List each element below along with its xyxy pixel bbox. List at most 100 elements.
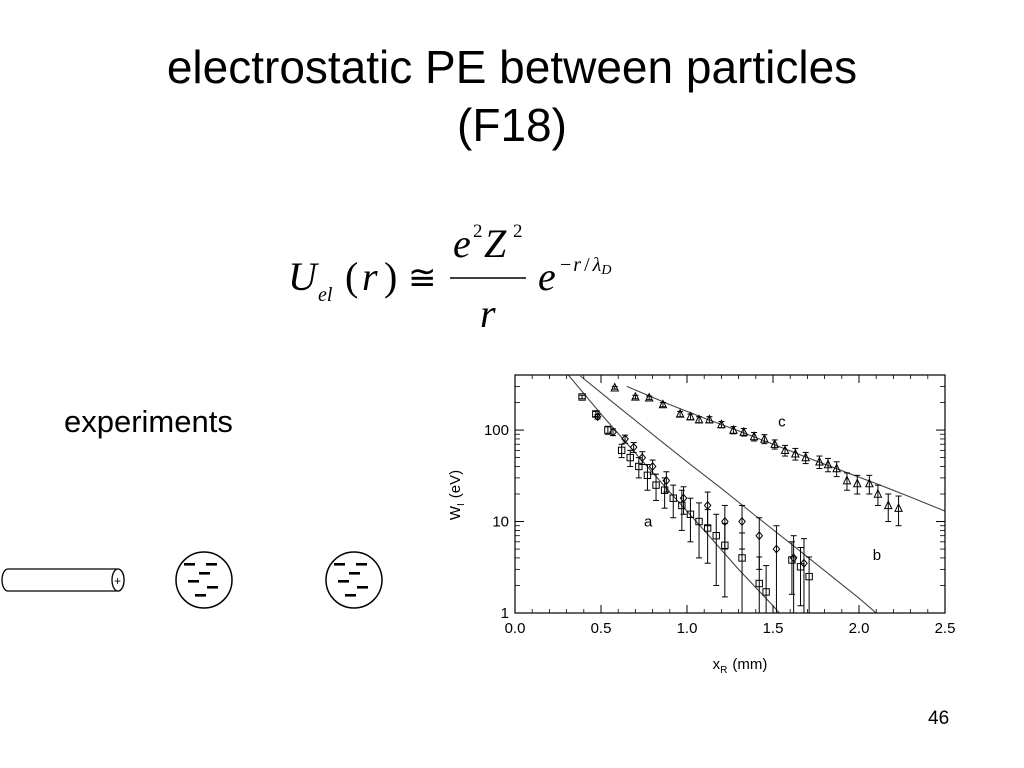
rod-plus-sign: + xyxy=(114,574,121,588)
series-c-point xyxy=(644,392,654,402)
series-c-point xyxy=(790,448,800,458)
series-b-point xyxy=(720,516,729,527)
formula-U: U xyxy=(288,254,320,299)
formula-denominator-r: r xyxy=(480,291,496,336)
series-c-point xyxy=(704,414,714,424)
formula-exp-lambda: λ xyxy=(592,254,602,276)
series-a-point xyxy=(686,510,695,518)
series-c-point xyxy=(801,452,811,462)
series-c-point xyxy=(610,382,620,392)
y-axis-title-main: W xyxy=(447,505,464,520)
experiments-label: experiments xyxy=(64,404,233,439)
series-a-point xyxy=(678,501,686,510)
y-tick-label: 10 xyxy=(492,514,509,531)
series-b-point xyxy=(679,493,688,503)
x-axis-title-main: x xyxy=(713,656,721,673)
series-b-point xyxy=(703,500,712,511)
formula-numerator-e: e xyxy=(453,221,471,266)
formula-r: r xyxy=(362,254,378,299)
series-a-point xyxy=(695,517,703,526)
x-tick-label: 2.5 xyxy=(935,620,956,637)
series-a-point xyxy=(617,446,626,455)
formula-subscript-el: el xyxy=(318,284,333,306)
series-c-point xyxy=(658,399,668,409)
series-a-point xyxy=(738,554,746,562)
formula-exp-slash: / xyxy=(584,254,590,276)
formula-numerator-Z: Z xyxy=(484,221,507,266)
slide-title-line-1: electrostatic PE between particles xyxy=(166,41,858,93)
x-tick-label: 0.0 xyxy=(505,620,526,637)
series-a-point xyxy=(643,471,652,480)
x-tick-label: 0.5 xyxy=(591,620,612,637)
series-c-label: c xyxy=(778,413,786,430)
series-b-point xyxy=(755,531,764,541)
series-b-point xyxy=(789,553,798,563)
x-tick-label: 2.0 xyxy=(849,620,870,637)
series-c-point xyxy=(686,411,695,421)
x-axis-title-unit: (mm) xyxy=(732,656,767,673)
series-b-point xyxy=(609,427,617,437)
slide-title: electrostatic PE between particles (F18) xyxy=(40,38,984,154)
formula-numerator-Z-exponent: 2 xyxy=(513,221,523,242)
series-c-point xyxy=(770,438,780,448)
series-c-point xyxy=(852,478,862,488)
series-b-point xyxy=(638,453,647,463)
series-c-point xyxy=(864,478,874,488)
series-b-point xyxy=(738,516,746,527)
debye-potential-formula: U el ( r ) ≅ e 2 Z 2 r e − r / λD xyxy=(288,221,611,336)
series-a-point xyxy=(578,393,586,401)
series-b-point xyxy=(593,412,602,422)
series-c-point xyxy=(832,463,842,473)
page-number: 46 xyxy=(928,708,950,729)
series-c-point xyxy=(739,426,749,436)
series-a-point xyxy=(652,481,660,489)
series-a-point xyxy=(805,572,813,581)
series-a-point xyxy=(660,486,669,494)
series-c-point xyxy=(873,488,883,498)
series-b-point xyxy=(772,544,781,554)
series-b-label: b xyxy=(873,547,881,564)
formula-open-paren: ( xyxy=(345,254,358,299)
formula-relation: ≅ xyxy=(408,260,437,297)
formula-exponent: − r / λD xyxy=(560,254,611,278)
formula-exp-r: r xyxy=(573,254,581,276)
series-a-point xyxy=(626,453,634,462)
series-c-point xyxy=(675,408,685,418)
series-c-point xyxy=(631,391,640,401)
series-c-point xyxy=(894,502,903,512)
series-a-point xyxy=(635,462,643,471)
series-a-label: a xyxy=(644,514,653,531)
formula-numerator-e-exponent: 2 xyxy=(473,221,483,242)
y-tick-label: 100 xyxy=(484,422,509,439)
y-tick-label: 1 xyxy=(501,605,509,622)
series-c-point xyxy=(780,445,790,455)
series-a-fit-line xyxy=(567,375,781,613)
x-tick-label: 1.0 xyxy=(677,620,698,637)
series-c-point xyxy=(823,459,833,469)
series-a-point xyxy=(712,532,720,540)
series-b-point xyxy=(629,442,638,452)
series-b-point xyxy=(662,476,671,486)
charged-sphere-2 xyxy=(325,551,383,609)
series-a-point xyxy=(755,579,763,588)
series-c-point xyxy=(694,414,704,424)
ionization-energy-chart: 0.0 0.5 1.0 1.5 2.0 2.5 1 10 100 a b c xR (mm) WI (eV… xyxy=(447,374,956,676)
charged-rod: + xyxy=(1,568,125,592)
series-b-fit-line xyxy=(580,375,877,613)
series-a-point xyxy=(762,588,770,596)
series-a-point xyxy=(669,494,677,502)
formula-close-paren: ) xyxy=(384,254,397,299)
particle-illustration: + xyxy=(1,551,383,609)
y-axis-title-sub: I xyxy=(456,503,467,506)
y-axis-title: WI (eV) xyxy=(447,470,467,520)
charged-sphere-1 xyxy=(175,551,233,609)
series-c-point xyxy=(760,433,769,443)
formula-exp-D: D xyxy=(600,263,611,278)
series-c-point xyxy=(883,500,893,510)
x-axis-title-sub: R xyxy=(720,665,727,676)
series-c-point xyxy=(749,431,759,441)
x-axis-title: xR (mm) xyxy=(713,656,768,676)
series-c-point xyxy=(729,424,738,434)
formula-exp-minus: − xyxy=(560,254,571,276)
y-axis-title-unit: (eV) xyxy=(447,470,464,498)
